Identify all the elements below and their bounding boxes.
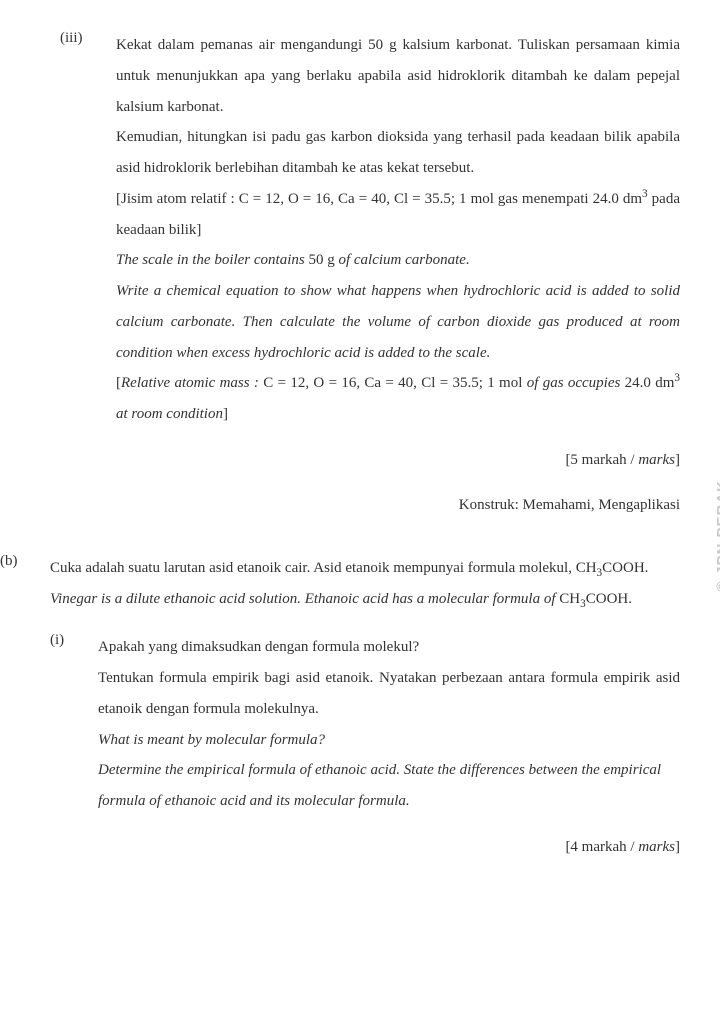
- q-iii-en1c: of calcium carbonate.: [335, 252, 470, 268]
- q-iii-ms-line3: [Jisim atom relatif : C = 12, O = 16, Ca…: [116, 184, 680, 246]
- q-iii-ms3a: [Jisim atom relatif : C = 12, O = 16, Ca…: [116, 191, 642, 207]
- q-iii-ms-line2: Kemudian, hitungkan isi padu gas karbon …: [116, 122, 680, 184]
- q-bi-marks: [4 markah / marks]: [98, 832, 680, 862]
- q-b-en1a: Vinegar is a dilute ethanoic acid soluti…: [50, 591, 559, 607]
- q-iii-ms-line1: Kekat dalam pemanas air mengandungi 50 g…: [116, 30, 680, 122]
- question-iii: (iii) Kekat dalam pemanas air mengandung…: [0, 30, 680, 535]
- watermark-text: © JPN PERAK: [714, 480, 720, 592]
- q-iii-en3a: Relative atomic mass :: [121, 375, 263, 391]
- question-b: (b) Cuka adalah suatu larutan asid etano…: [0, 553, 680, 877]
- q-b-en1c: COOH.: [586, 591, 632, 607]
- q-b-en1: Vinegar is a dilute ethanoic acid soluti…: [50, 584, 680, 615]
- question-b-i-number: (i): [50, 632, 98, 649]
- q-b-ms1a: Cuka adalah suatu larutan asid etanoik c…: [50, 560, 597, 576]
- q-bi-marks-pre: [4 markah /: [565, 839, 638, 855]
- q-b-ms1: Cuka adalah suatu larutan asid etanoik c…: [50, 553, 680, 584]
- q-iii-marks-pre: [5 markah /: [565, 452, 638, 468]
- q-iii-marks-it: marks: [638, 452, 675, 468]
- q-bi-ms1: Apakah yang dimaksudkan dengan formula m…: [98, 632, 680, 663]
- question-b-number: (b): [0, 553, 40, 570]
- page: © JPN PERAK (iii) Kekat dalam pemanas ai…: [0, 0, 720, 1014]
- q-bi-en2: Determine the empirical formula of ethan…: [98, 755, 680, 817]
- q-iii-en-line1: The scale in the boiler contains 50 g of…: [116, 245, 680, 276]
- question-iii-number: (iii): [50, 30, 116, 47]
- q-iii-en3e: at room condition: [116, 406, 223, 422]
- q-iii-en1b: 50 g: [308, 252, 334, 268]
- question-b-i: (i) Apakah yang dimaksudkan dengan formu…: [50, 632, 680, 877]
- q-bi-marks-it: marks: [638, 839, 675, 855]
- q-iii-marks-post: ]: [675, 452, 680, 468]
- q-iii-en3d: 24.0 dm: [625, 375, 675, 391]
- q-bi-ms2: Tentukan formula empirik bagi asid etano…: [98, 663, 680, 725]
- q-b-en1b: CH: [559, 591, 580, 607]
- q-bi-marks-post: ]: [675, 839, 680, 855]
- q-iii-marks: [5 markah / marks]: [116, 445, 680, 475]
- q-iii-en-line3: [Relative atomic mass : C = 12, O = 16, …: [116, 368, 680, 430]
- q-iii-konstruk: Konstruk: Memahami, Mengaplikasi: [116, 490, 680, 520]
- q-b-ms1b: COOH.: [602, 560, 648, 576]
- q-iii-en3b: C = 12, O = 16, Ca = 40, Cl = 35.5; 1 mo…: [263, 375, 526, 391]
- q-bi-en1: What is meant by molecular formula?: [98, 725, 680, 756]
- superscript-3b: 3: [674, 372, 680, 384]
- q-iii-en3c: of gas occupies: [527, 375, 625, 391]
- q-iii-en1a: The scale in the boiler contains: [116, 252, 308, 268]
- q-iii-en-line2: Write a chemical equation to show what h…: [116, 276, 680, 368]
